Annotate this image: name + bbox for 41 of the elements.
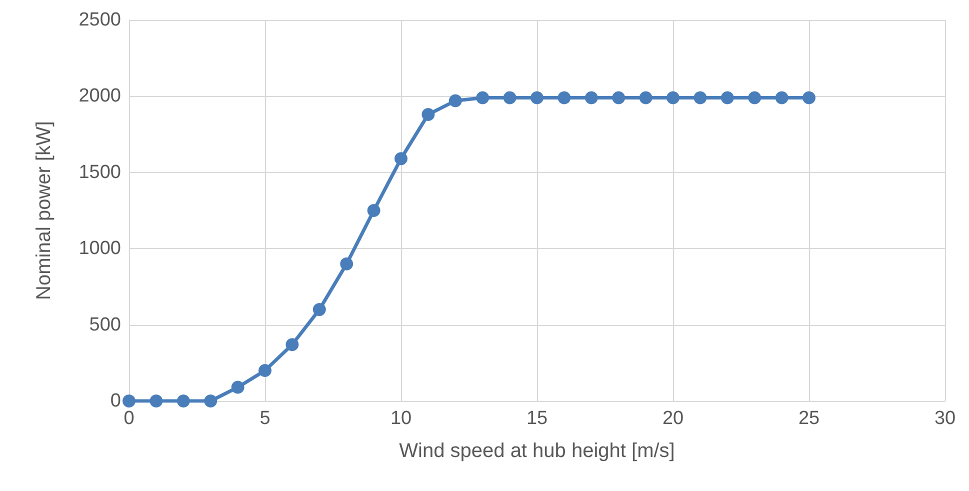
y-tick-label: 0 bbox=[110, 390, 121, 412]
y-tick-label: 2500 bbox=[78, 10, 121, 30]
point bbox=[231, 380, 244, 394]
x-tick-label: 15 bbox=[526, 408, 548, 429]
point bbox=[204, 394, 218, 408]
point bbox=[448, 94, 462, 108]
point bbox=[150, 394, 163, 408]
y-tick-label: 2000 bbox=[78, 86, 121, 107]
point bbox=[394, 152, 408, 166]
x-tick-label: 30 bbox=[934, 408, 956, 429]
point bbox=[476, 91, 490, 104]
point bbox=[775, 91, 788, 104]
point bbox=[503, 91, 516, 104]
x-tick-label: 0 bbox=[124, 408, 134, 429]
point bbox=[802, 91, 816, 104]
point bbox=[258, 364, 272, 378]
point bbox=[530, 91, 544, 104]
point bbox=[422, 108, 435, 121]
point bbox=[639, 91, 652, 104]
x-axis-title: Wind speed at hub height [m/s] bbox=[399, 440, 675, 462]
point bbox=[286, 338, 299, 352]
x-tick-label: 5 bbox=[260, 408, 270, 429]
x-tick-label: 10 bbox=[390, 408, 412, 429]
point bbox=[584, 91, 598, 104]
y-tick-label: 500 bbox=[89, 314, 121, 336]
point bbox=[748, 91, 762, 104]
point bbox=[612, 91, 626, 104]
point bbox=[558, 91, 571, 104]
point bbox=[176, 394, 190, 408]
point bbox=[666, 91, 680, 104]
point bbox=[340, 257, 354, 270]
y-axis-title: Nominal power [kW] bbox=[33, 121, 55, 300]
point bbox=[694, 91, 707, 104]
y-tick-label: 1500 bbox=[78, 162, 121, 183]
x-tick-label: 20 bbox=[662, 408, 684, 429]
y-tick-label: 1000 bbox=[78, 238, 121, 260]
point bbox=[312, 303, 326, 316]
x-tick-label: 25 bbox=[798, 408, 820, 429]
point bbox=[367, 204, 380, 217]
point bbox=[122, 394, 136, 408]
point bbox=[720, 91, 734, 104]
